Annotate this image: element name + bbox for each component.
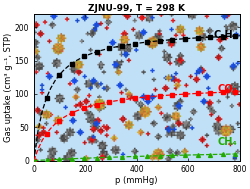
Text: C₂H₂: C₂H₂: [212, 30, 236, 40]
Y-axis label: Gas uptake (cm³ g⁻¹, STP): Gas uptake (cm³ g⁻¹, STP): [4, 33, 13, 142]
Title: ZJNU-99, T = 298 K: ZJNU-99, T = 298 K: [88, 4, 184, 13]
Text: CH₄: CH₄: [216, 137, 236, 147]
X-axis label: p (mmHg): p (mmHg): [115, 176, 157, 185]
Text: CO₂: CO₂: [216, 84, 236, 94]
